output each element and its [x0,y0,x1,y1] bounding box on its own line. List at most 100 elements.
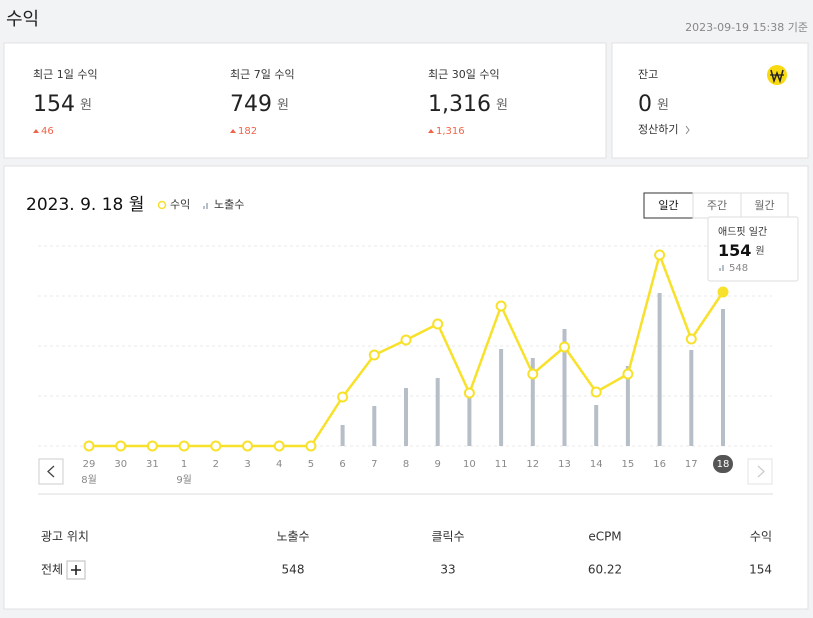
bar [625,366,630,446]
bar [340,425,345,446]
table-cell: 33 [440,563,455,577]
summary-change: 182 [238,126,257,137]
summary-card [3,42,607,159]
x-tick-label: 11 [495,459,508,470]
revenue-point [559,341,570,353]
x-tick-label: 14 [590,459,603,470]
unit: 원 [496,98,508,113]
revenue-point [273,440,285,452]
revenue-point [463,387,475,399]
revenue-point [622,368,634,380]
revenue-point [685,333,697,345]
revenue-point [432,318,444,330]
x-tick-label: 1 [181,459,187,470]
revenue-point [717,286,729,298]
legend-label: 수익 [170,198,190,211]
x-tick-label: 10 [463,459,476,470]
prev-button[interactable] [38,458,64,485]
x-sublabel: 9월 [176,474,192,486]
revenue-point [590,386,602,398]
revenue-point [527,368,539,380]
x-tick-label: 18 [717,459,730,470]
chart-card [3,165,809,610]
tab-label: 주간 [707,199,727,212]
tab-button[interactable] [740,192,789,219]
tooltip-value: 154 원 [718,241,765,260]
x-tick-label: 29 [83,459,96,470]
revenue-point [115,440,127,452]
table-cell: 전체 [41,563,63,577]
bar [467,392,472,446]
x-tick-label: 8 [403,459,409,470]
table-header: 클릭수 [431,530,464,544]
unit: 원 [657,98,669,113]
bar [404,388,408,446]
legend-marker [203,206,205,209]
tooltip [707,216,799,282]
value-text: 154 원 [33,92,92,117]
table-cell: 548 [282,563,305,577]
x-tick-label: 16 [653,459,666,470]
bar [499,349,504,446]
revenue-point [305,440,317,452]
x-tick-label: 12 [526,459,539,470]
unit: 원 [755,245,764,257]
value: 749 [230,92,272,117]
balance-link[interactable]: 정산하기 [638,122,678,136]
revenue-point [337,391,349,403]
x-tick-label: 15 [622,459,635,470]
x-tick-label: 4 [276,459,282,470]
chart-title: 2023. 9. 18 월 [26,195,144,215]
prev-icon [47,465,55,478]
value-text: 749 원 [230,92,289,117]
link-icon [685,125,690,135]
bar [657,293,662,446]
x-tick-label: 2 [213,459,219,470]
x-tick-label: 31 [146,459,159,470]
unit: 원 [277,98,289,113]
won-icon-glyph [770,69,784,84]
revenue-point [83,440,95,452]
table-cell: 60.22 [588,563,622,577]
legend-marker [206,203,208,209]
revenue-point [146,440,158,452]
summary-change: 46 [41,126,54,137]
value: 0 [638,92,652,117]
x-tick-label: 9 [435,459,441,470]
summary-change: 1,316 [436,126,465,137]
table-header: 노출수 [276,530,309,544]
bar [435,378,440,446]
tab-label: 일간 [658,198,678,212]
summary-label: 최근 30일 수익 [428,67,500,81]
bar [594,405,599,446]
tab-label: 월간 [754,199,774,212]
bar [530,358,535,446]
value: 154 [33,92,75,117]
revenue-point [210,440,222,452]
page-title: 수익 [6,9,39,30]
x-tick-label: 6 [339,459,345,470]
x-tick-label: 5 [308,459,314,470]
x-tick-label: 3 [244,459,250,470]
value: 154 [718,241,751,260]
legend-marker [157,200,167,210]
x-tick-label: 13 [558,459,571,470]
revenue-point [495,300,507,312]
revenue-point [242,440,253,452]
up-icon [428,129,434,133]
legend-marker [722,265,724,271]
value-text: 1,316 원 [428,92,508,117]
next-button[interactable] [747,458,773,485]
legend-label: 노출수 [214,198,244,211]
timestamp: 2023-09-19 15:38 기준 [685,21,808,34]
x-tick-label: 7 [371,459,377,470]
summary-label: 최근 7일 수익 [230,67,295,81]
unit: 원 [80,98,92,113]
plus-icon [71,565,81,575]
bar [721,309,725,446]
revenue-point [178,440,190,452]
up-icon [33,129,39,133]
